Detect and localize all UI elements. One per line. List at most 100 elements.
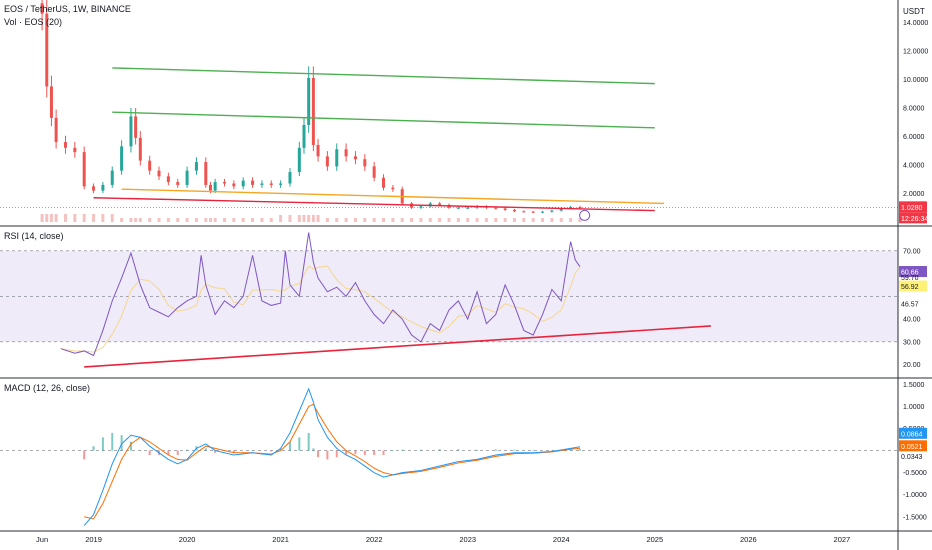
price-tick-label: 14.0000 [903,20,928,27]
macd-pane[interactable] [0,387,898,526]
macd-histogram-bar [176,450,179,455]
volume-bar [456,218,460,222]
time-tick-label: Jun [36,535,48,544]
rsi-legend: RSI (14, close) [4,231,64,241]
volume-bar [204,218,208,222]
candle-body [391,187,395,190]
candle-body [40,3,44,14]
signal-line [84,403,581,520]
candle-body [531,211,535,213]
time-tick-label: 2019 [85,535,102,544]
volume-bar [410,218,414,222]
candle-body [335,149,339,167]
macd-histogram-bar [204,448,207,451]
volume-bar [251,218,255,222]
alert-icon [579,209,591,221]
volume-bar [288,215,292,222]
macd-histogram-bar [312,448,315,451]
volume-bar [63,214,67,222]
candle-body [54,117,58,143]
candle-body [194,162,198,171]
rsi-tick-label: 30.00 [903,339,921,346]
volume-bar [531,218,535,222]
candle-body [438,203,442,205]
volume-bar [438,218,442,222]
volume-legend: Vol · EOS (20) [4,17,63,27]
candle-body [213,182,217,191]
volume-bar [223,218,226,222]
macd-histogram-bar [550,450,553,451]
volume-bar [129,218,133,222]
time-tick-label: 2022 [366,535,383,544]
volume-bar [138,218,142,222]
candle-body [241,180,245,187]
macd-histogram-bar [401,449,404,451]
macd-histogram-bar [532,450,535,451]
macd-tick-label: -1.5000 [903,514,927,521]
volume-bar [494,218,498,222]
volume-bar [302,215,306,222]
price-badge-bg [899,201,927,213]
candle-body [297,147,301,173]
volume-bar [45,214,49,222]
macd-tick-label: 1.0000 [903,404,925,411]
candle-body [503,208,507,210]
macd-histogram-bar [148,450,151,455]
rsi-level-b: 59.70 [901,275,919,282]
candle-body [82,152,86,187]
volume-bar [148,218,152,222]
volume-bar [166,218,170,222]
volume-bar [512,218,516,222]
candle-body [269,183,273,185]
candle-body [92,186,96,191]
volume-bar [335,218,339,222]
volume-bar [176,218,180,222]
volume-bar [559,218,563,222]
rsi-tick-label: 40.00 [903,317,921,324]
signal-value-badge-bg [899,440,927,452]
volume-bar [213,218,217,222]
volume-bar [325,218,329,222]
volume-bar [134,218,138,222]
macd-line [83,387,581,526]
macd-histogram-bar [345,450,348,455]
candle-body [134,116,138,138]
candle-body [251,180,255,185]
candle-body [208,184,212,191]
macd-histogram-bar [111,432,114,451]
candle-body [260,183,264,185]
candle-body [456,207,460,209]
price-tick-label: 10.0000 [903,77,928,84]
candle-body [101,184,105,191]
volume-bar [185,218,189,222]
candle-body [279,183,283,185]
macd-histogram-bar [363,450,366,455]
volume-bar [297,215,301,222]
price-pane[interactable] [0,0,898,222]
candle-body [325,156,329,167]
macd-histogram-bar [476,449,479,451]
macd-histogram-bar [129,441,132,451]
macd-histogram-bar [232,450,235,453]
histogram-value: 0.0343 [901,454,923,461]
candle-body [232,183,236,187]
volume-bar [101,214,105,222]
candle-body [63,142,67,148]
candle-body [311,77,315,145]
macd-histogram-bar [167,450,170,455]
volume-bar [92,214,96,222]
volume-bar [40,214,44,222]
macd-histogram-bar [120,435,123,451]
rsi-value-badge-bg [899,266,927,278]
candle-body [129,116,133,147]
volume-bar [54,214,58,222]
rsi-pane[interactable] [0,232,898,368]
candle-body [288,172,292,184]
volume-bar [120,218,124,222]
volume-bar [241,218,245,222]
macd-histogram-bar [288,441,291,451]
volume-bar [353,218,357,222]
candle-body [73,147,77,153]
candle-body [494,207,498,209]
